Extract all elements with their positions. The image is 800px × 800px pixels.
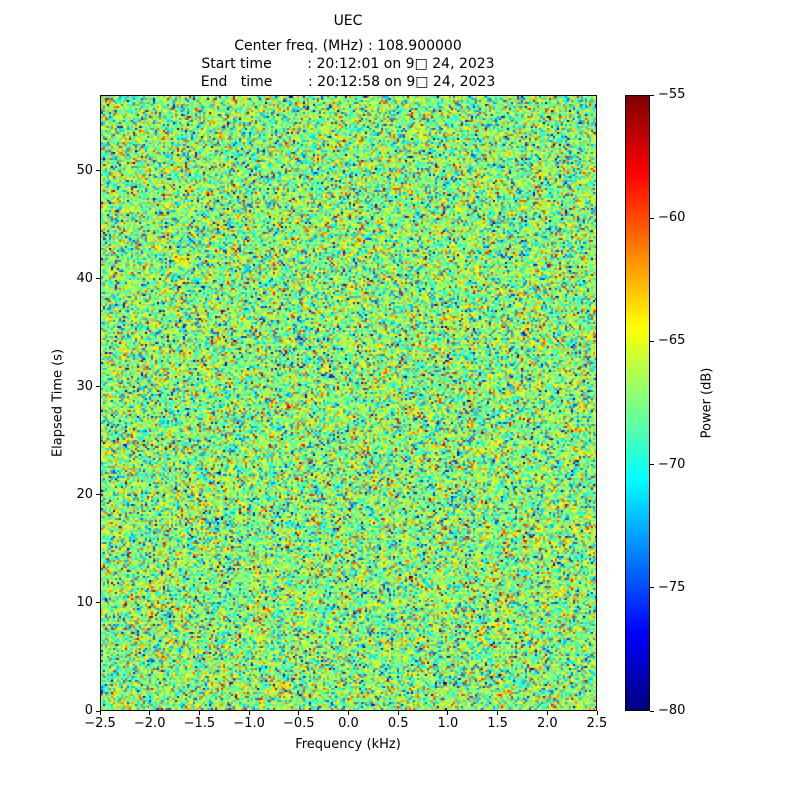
info-line-center-freq: Center freq. (MHz) : 108.900000: [234, 38, 462, 54]
x-tick-mark: [248, 711, 250, 715]
y-tick-mark: [96, 278, 100, 280]
colorbar-tick-mark: [650, 587, 654, 589]
colorbar-tick-mark: [650, 464, 654, 466]
x-tick-label: 1.0: [437, 716, 459, 731]
y-tick-mark: [96, 602, 100, 604]
colorbar: [625, 95, 650, 711]
y-axis-label: Elapsed Time (s): [50, 348, 66, 458]
colorbar-tick-label: −80: [658, 703, 686, 718]
colorbar-tick-label: −60: [658, 210, 686, 226]
x-tick-mark: [198, 711, 200, 715]
colorbar-label: Power (dB): [699, 367, 715, 439]
x-tick-label: −1.5: [183, 716, 216, 731]
y-tick-label: 50: [76, 162, 93, 178]
y-tick-label: 40: [76, 270, 93, 286]
x-tick-mark: [546, 711, 548, 715]
colorbar-tick-mark: [650, 217, 654, 219]
y-tick-label: 0: [84, 703, 93, 718]
colorbar-tick-mark: [650, 94, 654, 96]
x-tick-label: 0.5: [387, 716, 409, 731]
x-tick-mark: [298, 711, 300, 715]
y-tick-mark: [96, 386, 100, 388]
colorbar-tick-mark: [650, 340, 654, 342]
y-tick-label: 20: [76, 486, 93, 502]
y-tick-mark: [96, 494, 100, 496]
colorbar-tick-label: −55: [658, 87, 686, 102]
colorbar-tick-label: −75: [658, 579, 686, 595]
x-tick-mark: [99, 711, 101, 715]
plot-title: UEC: [333, 13, 363, 29]
colorbar-tick-mark: [650, 710, 654, 712]
x-tick-label: 2.5: [586, 716, 608, 731]
x-tick-label: 2.0: [536, 716, 558, 731]
x-tick-label: −2.5: [84, 716, 116, 731]
y-tick-label: 30: [76, 378, 93, 394]
info-line-start-time: Start time : 20:12:01 on 9□ 24, 2023: [201, 56, 495, 72]
x-tick-mark: [149, 711, 151, 715]
x-tick-mark: [397, 711, 399, 715]
y-tick-mark: [96, 170, 100, 172]
x-tick-label: 1.5: [487, 716, 508, 731]
x-axis-label: Frequency (kHz): [295, 737, 401, 752]
x-tick-label: −2.0: [133, 716, 166, 731]
colorbar-tick-label: −65: [658, 333, 686, 349]
colorbar-tick-label: −70: [658, 456, 686, 472]
y-tick-label: 10: [76, 594, 93, 610]
plot-area: [100, 95, 597, 711]
x-tick-mark: [348, 711, 349, 715]
info-line-end-time: End time : 20:12:58 on 9□ 24, 2023: [200, 74, 496, 90]
colorbar-gradient: [626, 96, 649, 710]
spectrogram-canvas: [101, 96, 596, 710]
x-tick-label: −1.0: [233, 716, 265, 731]
x-tick-mark: [596, 711, 598, 715]
x-tick-label: 0.0: [338, 716, 359, 731]
x-tick-mark: [497, 711, 499, 715]
y-tick-mark: [96, 710, 100, 712]
x-tick-label: −0.5: [283, 716, 315, 731]
x-tick-mark: [447, 711, 449, 715]
